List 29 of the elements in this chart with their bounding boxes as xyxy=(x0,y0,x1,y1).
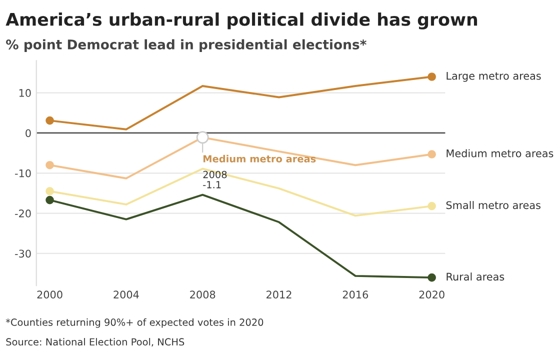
x-tick-label: 2008 xyxy=(190,290,216,299)
annotation: Medium metro areas xyxy=(203,154,316,162)
y-tick-label: 0 xyxy=(26,129,31,138)
point xyxy=(428,72,436,81)
point xyxy=(428,273,436,282)
x-tick-label: 2004 xyxy=(114,290,139,299)
point xyxy=(46,187,54,196)
point xyxy=(428,150,436,158)
series-label: Rural areas xyxy=(446,272,504,281)
annotation: 2008 -1.1 xyxy=(203,170,227,188)
series-label: Medium metro areas xyxy=(446,149,554,158)
y-tick-label: -20 xyxy=(15,210,31,218)
y-tick-label: 10 xyxy=(19,89,31,97)
point xyxy=(46,196,54,204)
text: *Counties returning 90%+ of expected votes in 2020 xyxy=(6,318,264,328)
x-tick-label: 2000 xyxy=(37,290,62,299)
chart-title: America’s urban-rural political divide has grown xyxy=(6,12,478,30)
y-tick-label: -10 xyxy=(15,169,31,178)
series-label: Small metro areas xyxy=(446,201,540,210)
x-tick-label: 2012 xyxy=(266,290,292,299)
x-tick-label: 2016 xyxy=(342,290,368,299)
series-label: Large metro areas xyxy=(446,72,541,82)
x-tick-label: 2020 xyxy=(419,290,444,299)
point xyxy=(46,160,54,170)
chart-subtitle: % point Democrat lead in presidential elections* xyxy=(6,39,366,52)
source-note: Source: National Election Pool, NCHS xyxy=(6,338,184,347)
point xyxy=(46,116,54,125)
point xyxy=(428,202,436,210)
y-tick-label: -30 xyxy=(15,250,31,258)
